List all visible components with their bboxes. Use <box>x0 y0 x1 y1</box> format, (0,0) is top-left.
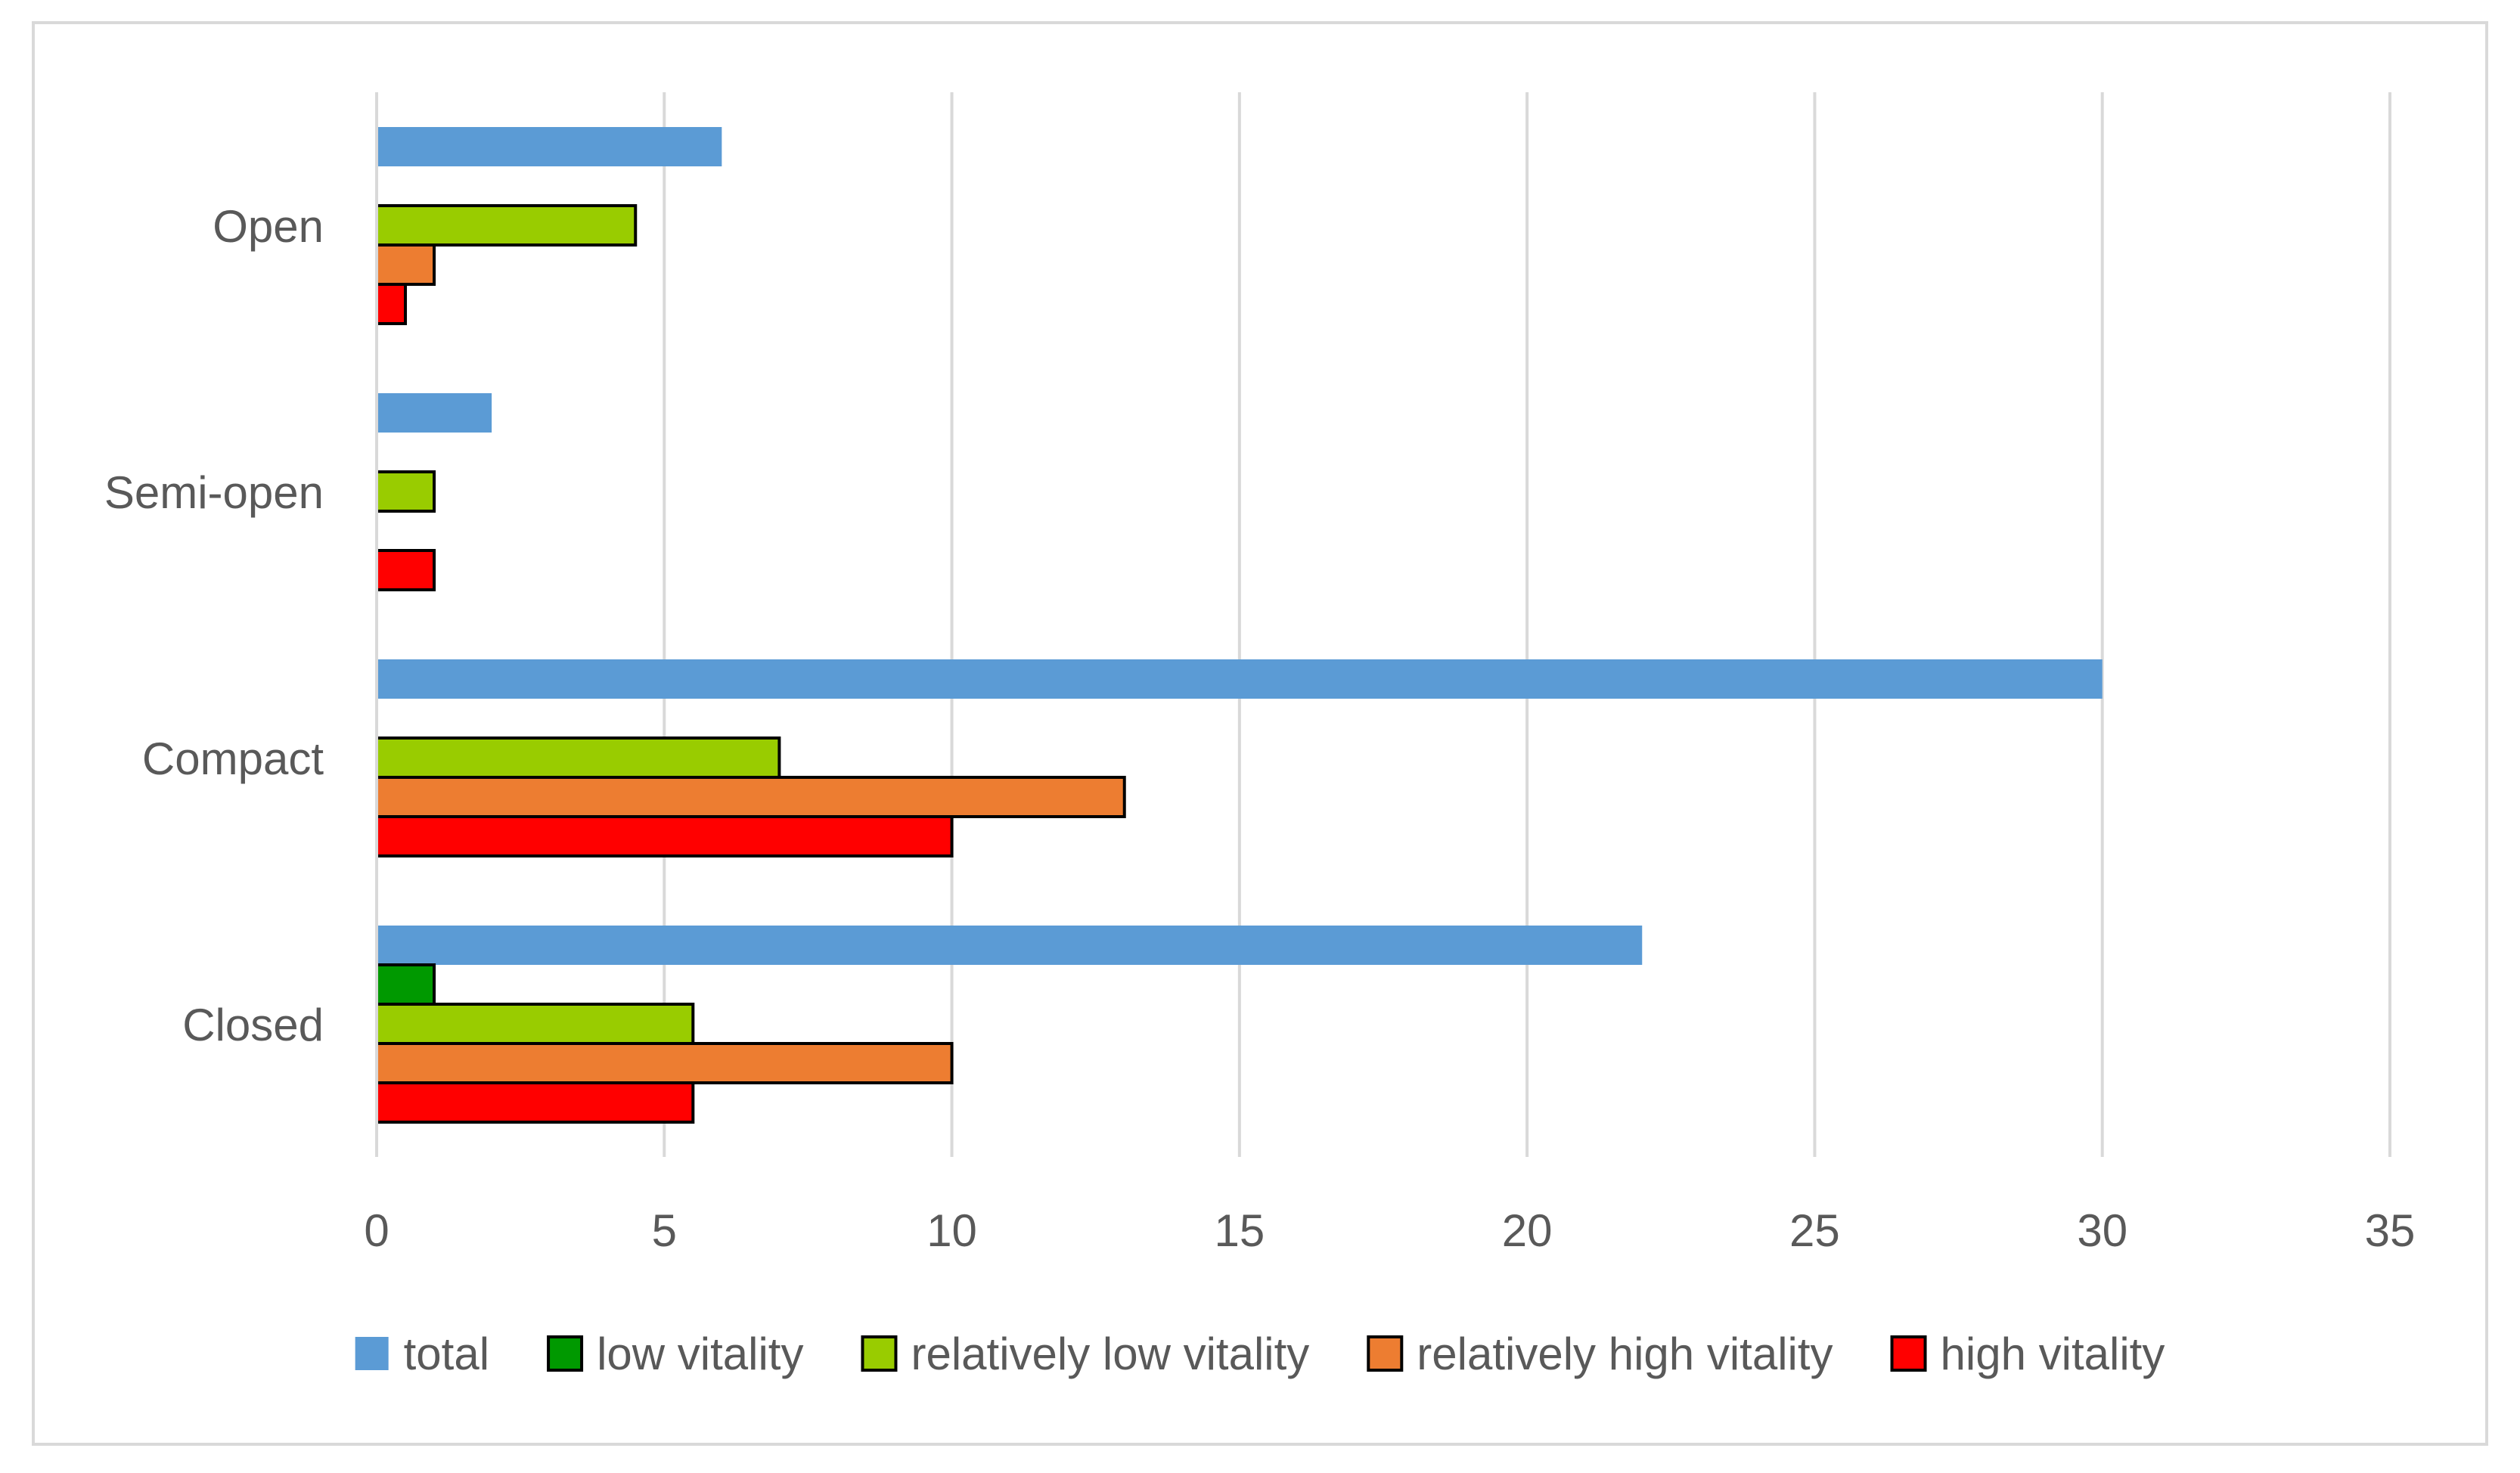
bar-total-semi-open <box>377 393 492 433</box>
legend-swatch-relatively-low-vitality <box>861 1335 898 1372</box>
y-category-label-semi-open: Semi-open <box>104 467 324 518</box>
legend-swatch-low-vitality <box>547 1335 584 1372</box>
x-tick-label-0: 0 <box>364 1205 389 1256</box>
bar-high-vitality-compact <box>375 815 954 857</box>
bar-high-vitality-open <box>375 283 408 325</box>
bar-total-compact <box>377 659 2103 699</box>
y-category-label-closed: Closed <box>182 1000 324 1050</box>
legend-swatch-high-vitality <box>1890 1335 1927 1372</box>
bar-relatively-high-vitality-closed <box>375 1042 954 1084</box>
x-tick-label-35: 35 <box>2365 1205 2416 1256</box>
chart-border <box>32 21 2488 1446</box>
x-tick-label-25: 25 <box>1789 1205 1840 1256</box>
legend: total low vitality relatively low vitality… <box>355 1329 2165 1379</box>
legend-item-total: total <box>355 1329 489 1379</box>
x-tick-label-20: 20 <box>1502 1205 1553 1256</box>
legend-label-total: total <box>404 1329 489 1379</box>
legend-item-relatively-low-vitality: relatively low vitality <box>861 1329 1309 1379</box>
x-tick-label-15: 15 <box>1214 1205 1265 1256</box>
bar-relatively-low-vitality-closed <box>375 1003 695 1045</box>
legend-label-low-vitality: low vitality <box>597 1329 803 1379</box>
bar-total-open <box>377 127 722 166</box>
bar-high-vitality-closed <box>375 1081 695 1124</box>
bar-relatively-low-vitality-compact <box>375 736 781 779</box>
x-tick-label-5: 5 <box>652 1205 677 1256</box>
bar-high-vitality-semi-open <box>375 549 436 591</box>
bar-relatively-low-vitality-semi-open <box>375 470 436 513</box>
bar-relatively-low-vitality-open <box>375 204 638 247</box>
y-category-label-compact: Compact <box>142 733 324 784</box>
x-tick-label-30: 30 <box>2077 1205 2127 1256</box>
x-tick-label-10: 10 <box>926 1205 977 1256</box>
axes: 0 5 10 15 20 25 30 35 Open Semi-open Compact Closed <box>104 92 2416 1256</box>
legend-swatch-total <box>355 1337 389 1370</box>
bar-relatively-high-vitality-open <box>375 243 436 286</box>
bars <box>375 127 2103 1124</box>
legend-item-low-vitality: low vitality <box>547 1329 803 1379</box>
legend-label-relatively-high-vitality: relatively high vitality <box>1417 1329 1833 1379</box>
legend-item-relatively-high-vitality: relatively high vitality <box>1367 1329 1833 1379</box>
bar-total-closed <box>377 926 1643 965</box>
bar-relatively-high-vitality-compact <box>375 776 1126 818</box>
y-category-label-open: Open <box>213 201 324 252</box>
legend-label-relatively-low-vitality: relatively low vitality <box>911 1329 1309 1379</box>
bar-low-vitality-closed <box>375 963 436 1006</box>
legend-item-high-vitality: high vitality <box>1890 1329 2165 1379</box>
legend-label-high-vitality: high vitality <box>1941 1329 2165 1379</box>
legend-swatch-relatively-high-vitality <box>1367 1335 1404 1372</box>
